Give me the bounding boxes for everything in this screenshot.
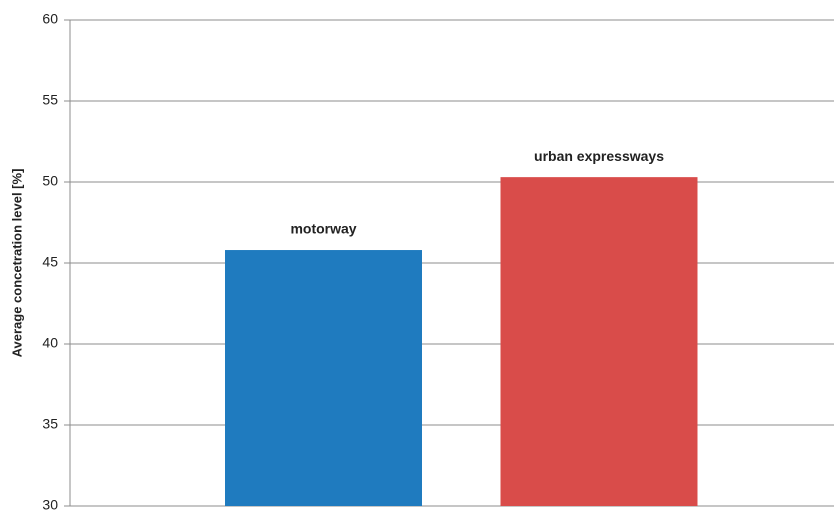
y-tick-label: 35 [42, 416, 58, 432]
bar [225, 250, 422, 506]
category-label: motorway [290, 221, 356, 237]
y-tick-label: 45 [42, 254, 58, 270]
category-label: urban expressways [534, 148, 664, 164]
y-tick-label: 55 [42, 92, 58, 108]
y-tick-label: 30 [42, 497, 58, 513]
y-tick-label: 60 [42, 11, 58, 27]
bar [500, 177, 698, 506]
y-axis-label: Average concetration level [%] [9, 169, 24, 358]
y-tick-label: 40 [42, 335, 58, 351]
y-tick-label: 50 [42, 173, 58, 189]
